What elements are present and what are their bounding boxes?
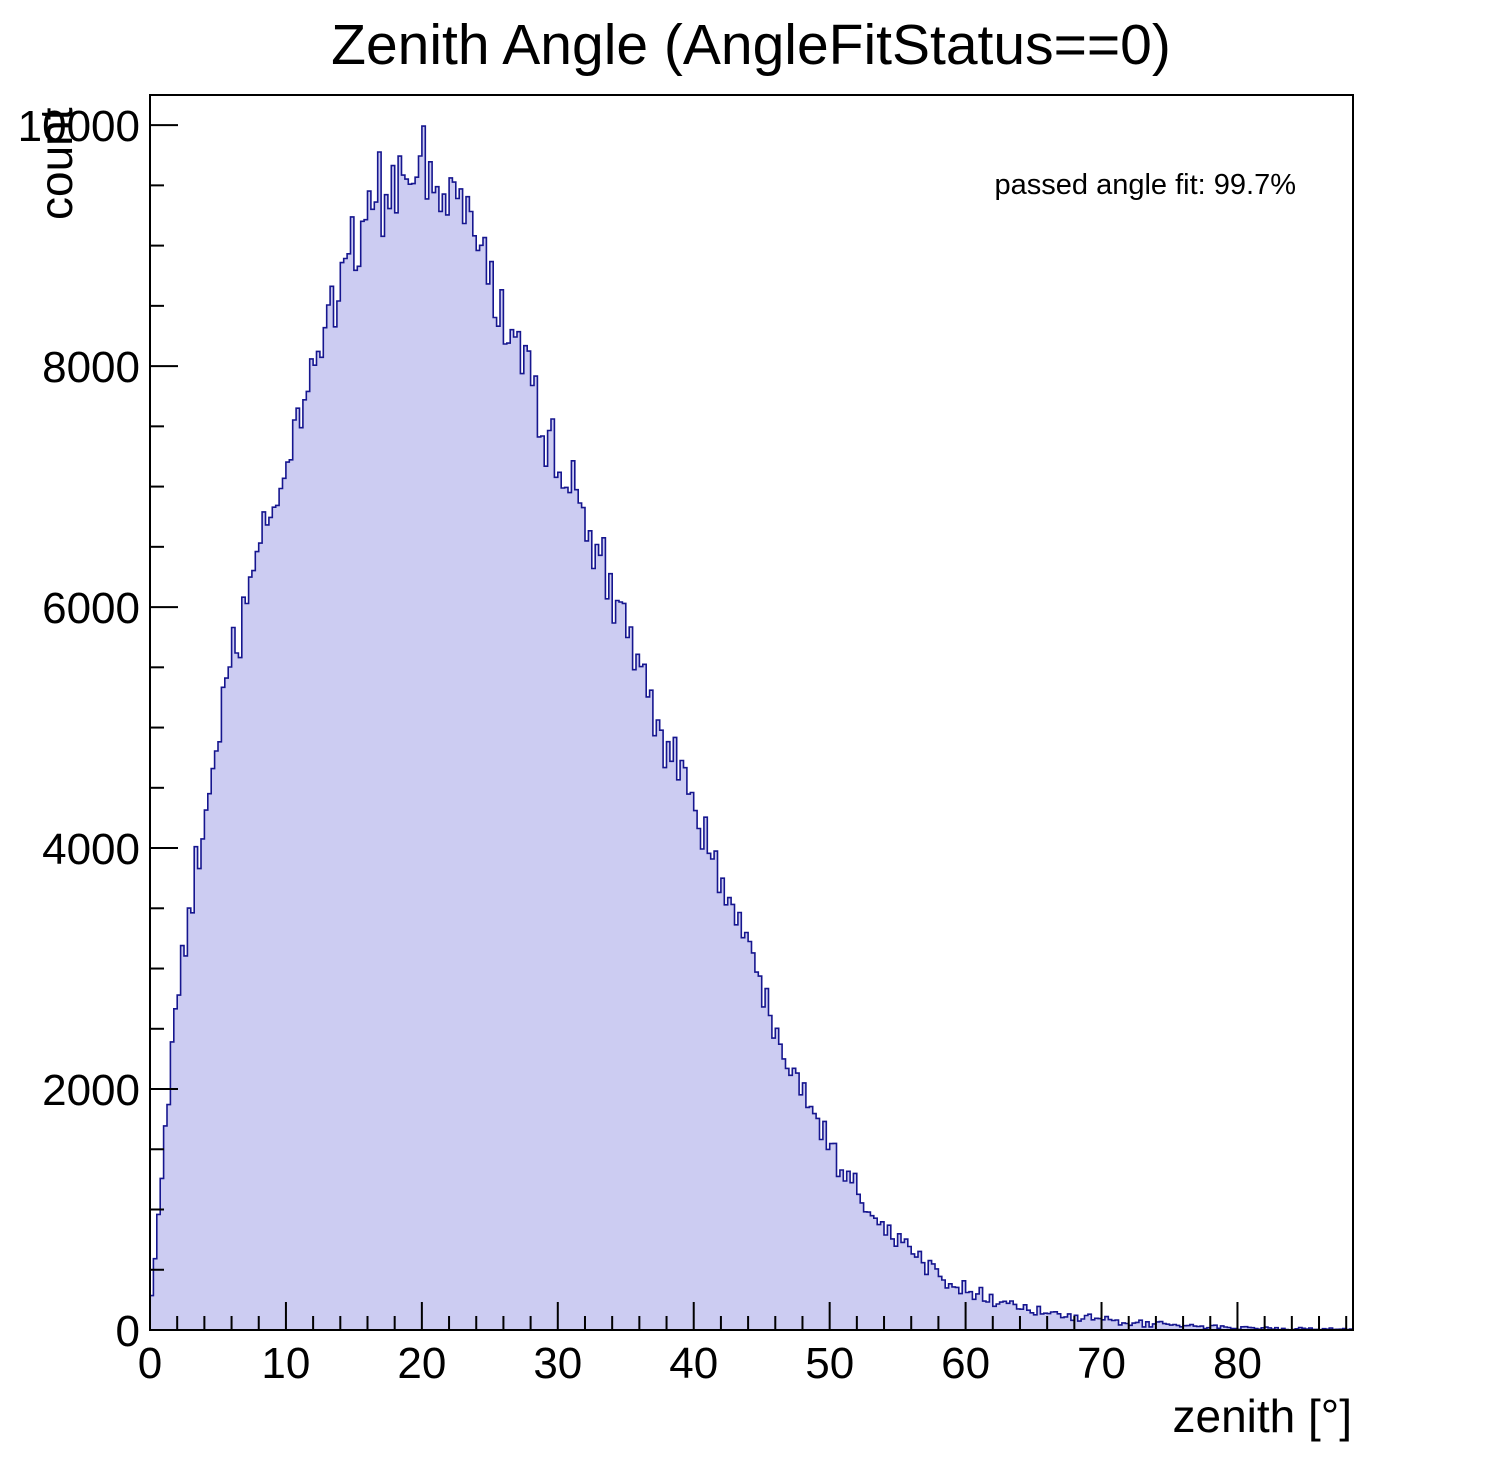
x-axis-title: zenith [°] [1173, 1390, 1353, 1442]
y-tick-label: 10000 [18, 102, 140, 151]
x-tick-label: 30 [533, 1339, 582, 1388]
chart-title: Zenith Angle (AngleFitStatus==0) [331, 13, 1171, 77]
x-tick-label: 50 [805, 1339, 854, 1388]
y-tick-label: 6000 [42, 584, 140, 633]
y-tick-label: 0 [116, 1307, 140, 1356]
plot-frame [149, 94, 1354, 1331]
x-tick-label: 20 [397, 1339, 446, 1388]
x-tick-label: 70 [1077, 1339, 1126, 1388]
x-tick-label: 80 [1213, 1339, 1262, 1388]
x-tick-label: 60 [941, 1339, 990, 1388]
histogram-fill [150, 126, 1353, 1330]
x-tick-label: 40 [669, 1339, 718, 1388]
annotation-passed-angle-fit: passed angle fit: 99.7% [995, 169, 1296, 201]
y-tick-label: 8000 [42, 343, 140, 392]
y-tick-label: 4000 [42, 825, 140, 874]
y-tick-label: 2000 [42, 1066, 140, 1115]
y-axis-title: count [30, 107, 82, 220]
x-tick-label: 0 [138, 1339, 162, 1388]
histogram-outline [150, 125, 1353, 1330]
tick-labels-layer: 0 10 20 30 40 50 60 70 80 0 2000 4000 6000 8000 10000 [18, 102, 1262, 1388]
histogram-layer [150, 125, 1353, 1330]
x-tick-label: 10 [261, 1339, 310, 1388]
